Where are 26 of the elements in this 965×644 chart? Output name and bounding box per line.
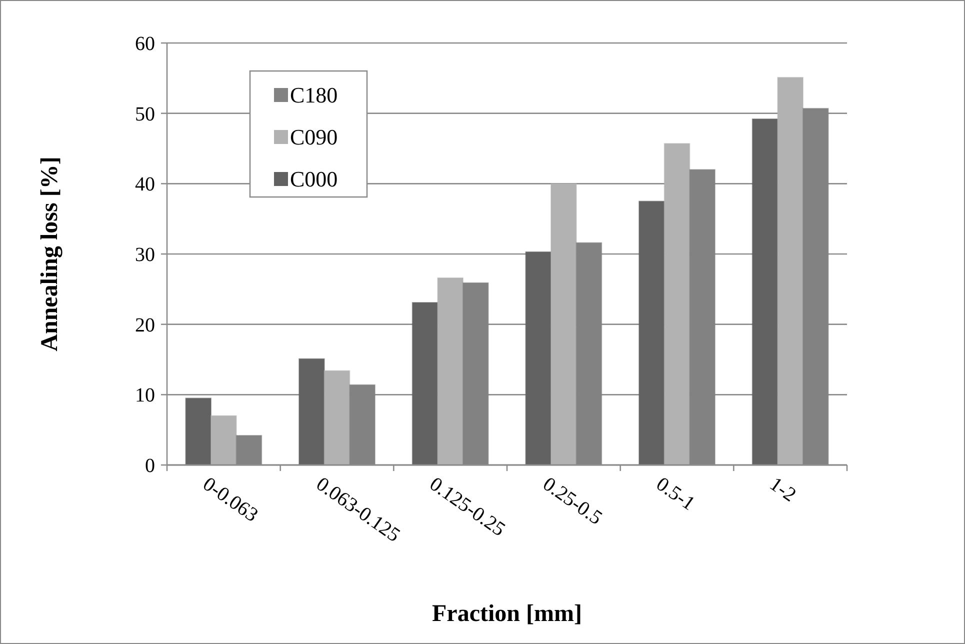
bar (185, 398, 212, 466)
y-tick-label: 0 (145, 455, 155, 477)
x-tick-label: 1-2 (765, 473, 800, 506)
x-tick-label: 0.5-1 (652, 473, 699, 515)
legend-label: C000 (290, 166, 338, 192)
y-tick-label: 30 (135, 244, 155, 266)
bar (525, 251, 552, 466)
bar (412, 302, 438, 466)
y-axis-title: Annealing loss [%] (37, 156, 63, 352)
legend-label: C180 (290, 82, 338, 108)
bar (210, 415, 237, 466)
y-tick-label: 20 (135, 314, 155, 336)
bar (437, 277, 464, 466)
bar (777, 76, 804, 466)
legend-label: C090 (290, 124, 338, 150)
bar (752, 118, 778, 466)
y-tick-label: 40 (135, 174, 155, 196)
bar (664, 143, 690, 466)
y-tick-label: 50 (135, 103, 155, 126)
bar (550, 183, 577, 466)
y-tick-label: 60 (135, 33, 155, 55)
x-axis-title: Fraction [mm] (432, 601, 582, 627)
bar (638, 200, 665, 466)
y-tick-label: 10 (135, 384, 155, 407)
bar (298, 358, 325, 466)
bar (324, 370, 350, 466)
